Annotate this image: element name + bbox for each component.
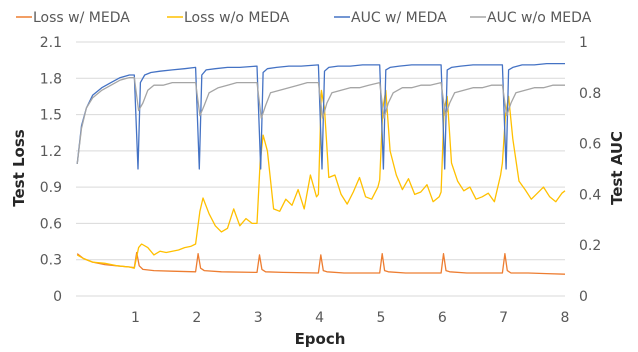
x-tick-label: 1 <box>131 310 140 326</box>
series-line-loss-w-o-meda <box>76 89 566 269</box>
series-line-loss-w-meda <box>76 251 566 275</box>
y-left-tick-label: 1.2 <box>40 144 62 160</box>
x-axis-title: Epoch <box>295 330 346 348</box>
y-left-tick-label: 1.5 <box>40 108 62 124</box>
chart-series <box>76 62 566 275</box>
y-left-tick-label: 0 <box>53 289 62 305</box>
y-right-tick-label: 0.4 <box>579 187 601 203</box>
x-tick-label: 5 <box>376 310 385 326</box>
y-right-tick-label: 1 <box>579 35 588 51</box>
y-axis-title-right: Test AUC <box>608 131 626 205</box>
x-tick-label: 2 <box>192 310 201 326</box>
y-left-tick-label: 0.9 <box>40 180 62 196</box>
y-right-tick-label: 0.2 <box>579 238 601 254</box>
chart-legend: Loss w/ MEDA Loss w/o MEDA AUC w/ MEDA AUC … <box>16 10 592 26</box>
legend-label: AUC w/ MEDA <box>351 10 447 26</box>
series-line-auc-w-meda <box>76 62 565 170</box>
y-right-tick-label: 0.6 <box>579 137 601 153</box>
x-tick-label: 6 <box>438 310 447 326</box>
y-left-tick-label: 0.6 <box>40 216 62 232</box>
x-tick-label: 4 <box>315 310 324 326</box>
y-right-tick-label: 0 <box>579 289 588 305</box>
y-right-tick-label: 0.8 <box>579 86 601 102</box>
y-left-tick-label: 1.8 <box>40 71 62 87</box>
x-tick-label: 3 <box>254 310 263 326</box>
y-axis-title-left: Test Loss <box>10 129 28 207</box>
legend-label: AUC w/o MEDA <box>487 10 592 26</box>
x-tick-label: 8 <box>561 310 570 326</box>
legend-label: Loss w/ MEDA <box>33 10 130 26</box>
chart-axes: 0 0.3 0.6 0.9 1.2 1.5 1.8 2.1 0 0.2 0.4 0.6 0.8 1 1 2 3 4… <box>40 35 602 326</box>
legend-label: Loss w/o MEDA <box>184 10 290 26</box>
y-left-tick-label: 0.3 <box>40 253 62 269</box>
y-left-tick-label: 2.1 <box>40 35 62 51</box>
series-line-auc-w-o-meda <box>76 76 565 164</box>
x-tick-label: 7 <box>499 310 508 326</box>
